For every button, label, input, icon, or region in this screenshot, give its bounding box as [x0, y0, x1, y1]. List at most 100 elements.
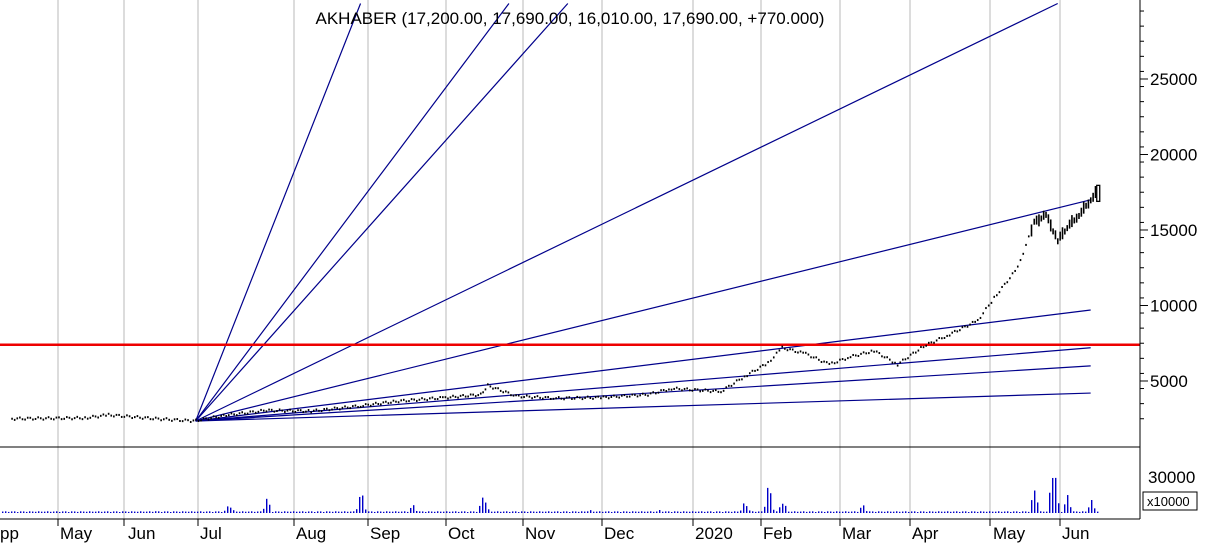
- price-bar: [217, 416, 220, 419]
- volume-bar: [371, 511, 373, 513]
- price-bar: [878, 352, 881, 355]
- price-bar: [1042, 210, 1045, 220]
- price-bar: [452, 394, 454, 397]
- volume-bar: [494, 511, 496, 513]
- price-bar: [701, 389, 704, 392]
- price-bar: [299, 409, 302, 412]
- volume-bar: [527, 511, 529, 513]
- volume-bar: [662, 511, 664, 513]
- volume-bar: [146, 511, 148, 513]
- volume-multiplier-label: x10000: [1147, 494, 1190, 509]
- price-bar: [647, 394, 649, 397]
- price-bar: [818, 358, 820, 361]
- volume-bar: [959, 511, 961, 513]
- volume-bar: [557, 511, 559, 513]
- volume-bar: [110, 511, 112, 513]
- volume-bar: [320, 511, 322, 513]
- price-bar: [26, 416, 29, 419]
- volume-bar: [803, 511, 805, 513]
- volume-bar: [287, 511, 289, 513]
- price-bar: [94, 415, 97, 418]
- volume-bar: [968, 512, 970, 513]
- volume-bar: [461, 511, 463, 513]
- fan-ray-2: [195, 3, 569, 422]
- price-bar: [1019, 259, 1022, 262]
- volume-bar: [452, 511, 454, 513]
- price-bar: [474, 395, 477, 398]
- volume-bar: [89, 511, 91, 513]
- price-bar: [505, 390, 507, 393]
- price-bar: [163, 418, 165, 421]
- price-bar: [626, 395, 628, 398]
- price-tick-2: 15000: [1150, 221, 1197, 240]
- price-bar: [227, 414, 230, 417]
- volume-bar: [38, 511, 40, 513]
- volume-bar: [74, 511, 76, 513]
- price-bar: [230, 412, 233, 415]
- volume-bar: [524, 511, 526, 513]
- volume-bar: [569, 512, 571, 513]
- price-bar: [423, 398, 426, 401]
- price-bar: [305, 410, 307, 413]
- volume-bar: [929, 511, 931, 513]
- volume-bar: [782, 503, 784, 513]
- price-bar: [990, 301, 993, 304]
- volume-bar: [44, 511, 46, 513]
- price-bar: [439, 396, 442, 399]
- volume-bar: [545, 511, 547, 513]
- volume-bar: [938, 511, 940, 513]
- price-bar: [875, 350, 878, 353]
- volume-bar: [374, 511, 376, 513]
- price-bar: [436, 398, 439, 401]
- volume-bar: [989, 511, 991, 513]
- price-bar: [772, 356, 775, 359]
- volume-bar: [47, 511, 49, 513]
- price-bar: [571, 398, 573, 401]
- volume-bar: [518, 512, 520, 513]
- price-bar: [686, 387, 688, 390]
- price-bar: [421, 397, 423, 400]
- price-bar: [154, 416, 157, 419]
- price-bar: [778, 349, 781, 352]
- price-bar: [799, 350, 802, 353]
- x-label-2: Jun: [128, 524, 155, 543]
- price-bar: [694, 388, 696, 391]
- price-bar: [649, 392, 652, 395]
- price-bar: [584, 396, 586, 399]
- volume-bar: [497, 511, 499, 513]
- price-bar: [730, 384, 733, 387]
- volume-bar: [680, 511, 682, 513]
- volume-bar: [260, 511, 262, 513]
- price-bar: [265, 410, 268, 413]
- time-axis: pp May Jun Jul Aug Sep Oct Nov Dec 2020 Feb Mar Apr M…: [0, 519, 1089, 543]
- volume-bar: [584, 511, 586, 513]
- price-bar: [844, 358, 847, 361]
- price-bar: [502, 391, 505, 394]
- price-bar: [922, 346, 925, 349]
- price-bar: [262, 409, 265, 412]
- volume-bar: [533, 511, 535, 513]
- volume-bar: [80, 511, 82, 513]
- volume-bar: [401, 511, 403, 513]
- price-bar: [492, 387, 494, 390]
- volume-bar: [512, 511, 514, 513]
- price-bar: [797, 351, 799, 354]
- volume-bar: [734, 511, 736, 513]
- price-bar: [102, 413, 105, 416]
- price-bar: [344, 405, 346, 408]
- price-bar: [60, 418, 63, 421]
- volume-bar: [872, 511, 874, 513]
- price-bar: [802, 351, 804, 354]
- price-bar: [576, 395, 578, 398]
- volume-bar: [86, 511, 88, 513]
- price-bar: [454, 395, 457, 398]
- volume-bar: [965, 511, 967, 513]
- price-bar: [89, 416, 92, 419]
- price-bar: [993, 295, 996, 298]
- price-bar: [712, 389, 714, 392]
- volume-bar: [539, 511, 541, 513]
- price-bar: [628, 395, 631, 398]
- volume-bar: [137, 511, 139, 513]
- volume-bar: [1013, 511, 1015, 513]
- price-bar: [886, 356, 888, 359]
